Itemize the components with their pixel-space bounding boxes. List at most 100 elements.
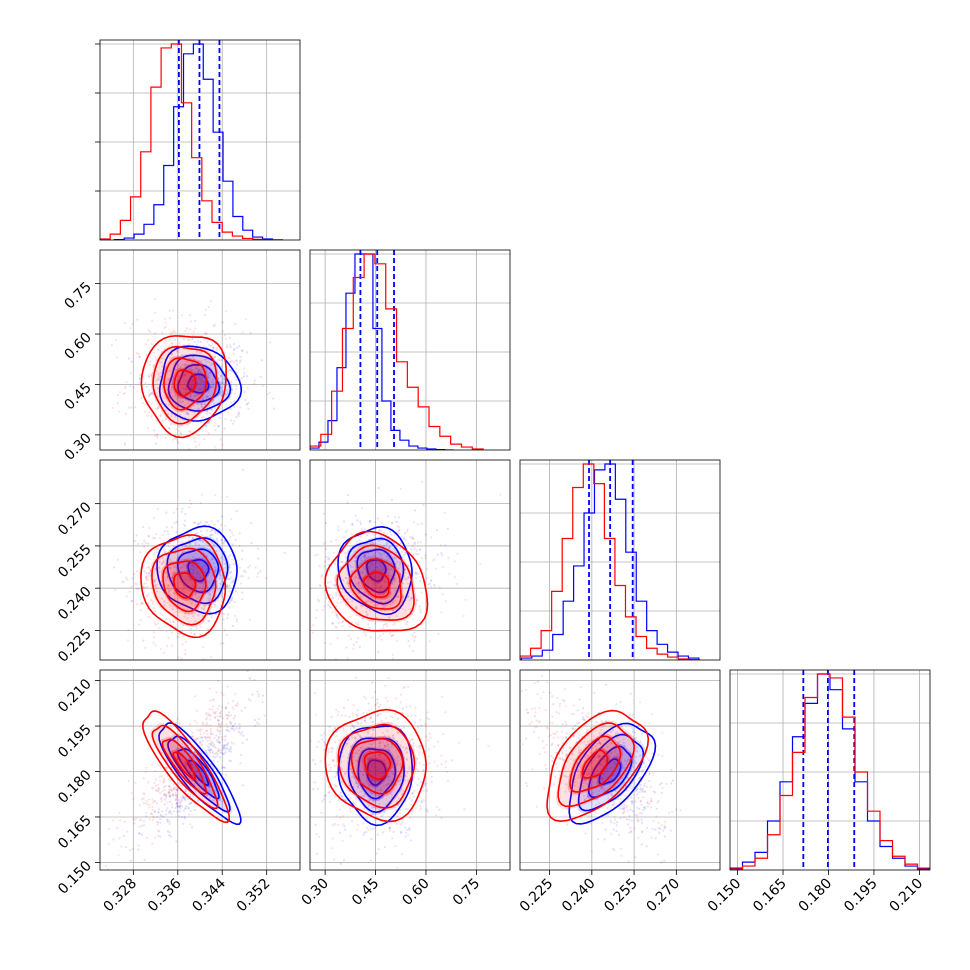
scatter-point (159, 414, 162, 417)
scatter-point (444, 544, 447, 547)
scatter-point (140, 833, 144, 836)
scatter-point (392, 583, 395, 586)
scatter-point (158, 792, 162, 795)
scatter-point (636, 806, 639, 810)
scatter-point (341, 780, 344, 783)
scatter-point (191, 612, 194, 615)
contour-line-blue (186, 759, 210, 787)
scatter-point (630, 785, 633, 788)
scatter-point (565, 775, 568, 779)
scatter-point (215, 363, 218, 367)
scatter-point (171, 386, 174, 389)
scatter-point (401, 607, 404, 610)
scatter-point (361, 766, 364, 769)
scatter-point (211, 400, 214, 403)
scatter-point (171, 788, 174, 791)
scatter-point (178, 341, 181, 344)
scatter-point (576, 769, 579, 772)
scatter-point (235, 510, 238, 513)
scatter-point (199, 502, 202, 505)
scatter-point (219, 391, 222, 394)
contour-line-red (172, 751, 196, 781)
scatter-point (174, 570, 177, 573)
scatter-point (205, 751, 208, 754)
scatter-point (184, 512, 187, 516)
scatter-point (191, 397, 194, 400)
scatter-point (354, 752, 357, 755)
scatter-point (401, 556, 404, 559)
scatter-point (446, 770, 449, 773)
scatter-point (418, 745, 421, 748)
scatter-point (333, 577, 337, 580)
scatter-point (205, 520, 208, 524)
scatter-point (180, 566, 184, 569)
scatter-point (164, 798, 167, 801)
scatter-point (189, 395, 192, 398)
scatter-point (218, 570, 221, 573)
scatter-point (619, 797, 622, 801)
scatter-point (228, 759, 231, 762)
scatter-point (235, 385, 238, 388)
scatter-point (382, 770, 386, 774)
scatter-point (160, 800, 163, 803)
scatter-point (245, 403, 248, 406)
scatter-point (349, 615, 352, 618)
scatter-point (580, 757, 584, 761)
scatter-point (184, 387, 187, 390)
scatter-panel-2-1 (310, 460, 510, 660)
scatter-point (314, 692, 317, 695)
scatter-point (146, 594, 149, 597)
scatter-point (131, 847, 134, 851)
scatter-point (168, 795, 171, 798)
scatter-point (358, 581, 361, 585)
scatter-point (190, 735, 193, 738)
scatter-point (342, 520, 346, 523)
scatter-point (172, 760, 175, 763)
scatter-point (458, 741, 461, 744)
scatter-point (364, 793, 367, 796)
scatter-point (405, 771, 409, 775)
scatter-point (203, 354, 206, 358)
scatter-point (617, 741, 620, 744)
scatter-point (230, 714, 233, 717)
scatter-point (226, 392, 229, 395)
scatter-point (230, 726, 233, 730)
scatter-point (394, 783, 397, 786)
panel-frame (99, 249, 301, 451)
scatter-point (184, 577, 187, 580)
scatter-point (167, 393, 170, 396)
scatter-point (323, 749, 326, 752)
scatter-point (148, 806, 151, 809)
scatter-point (414, 602, 417, 606)
scatter-point (400, 787, 403, 790)
scatter-point (335, 538, 338, 542)
scatter-point (227, 711, 231, 714)
scatter-point (564, 735, 568, 739)
scatter-point (411, 544, 414, 548)
scatter-point (399, 763, 402, 766)
scatter-point (226, 346, 229, 349)
scatter-point (371, 806, 374, 809)
scatter-point (533, 730, 536, 733)
scatter-point (354, 596, 357, 600)
scatter-point (121, 580, 124, 583)
scatter-point (361, 745, 364, 748)
scatter-point (393, 516, 396, 519)
scatter-point (355, 740, 358, 743)
scatter-point (329, 766, 332, 769)
scatter-point (399, 487, 402, 490)
scatter-point (226, 729, 229, 732)
scatter-point (169, 620, 172, 623)
scatter-point (178, 810, 181, 813)
scatter-point (165, 794, 168, 797)
scatter-point (347, 753, 351, 756)
scatter-point (183, 788, 186, 791)
scatter-point (185, 385, 188, 388)
scatter-point (187, 402, 190, 405)
scatter-point (166, 644, 169, 648)
scatter-point (206, 521, 209, 524)
scatter-point (369, 748, 372, 751)
scatter-point (220, 800, 224, 803)
scatter-point (177, 774, 180, 777)
scatter-point (208, 548, 211, 551)
